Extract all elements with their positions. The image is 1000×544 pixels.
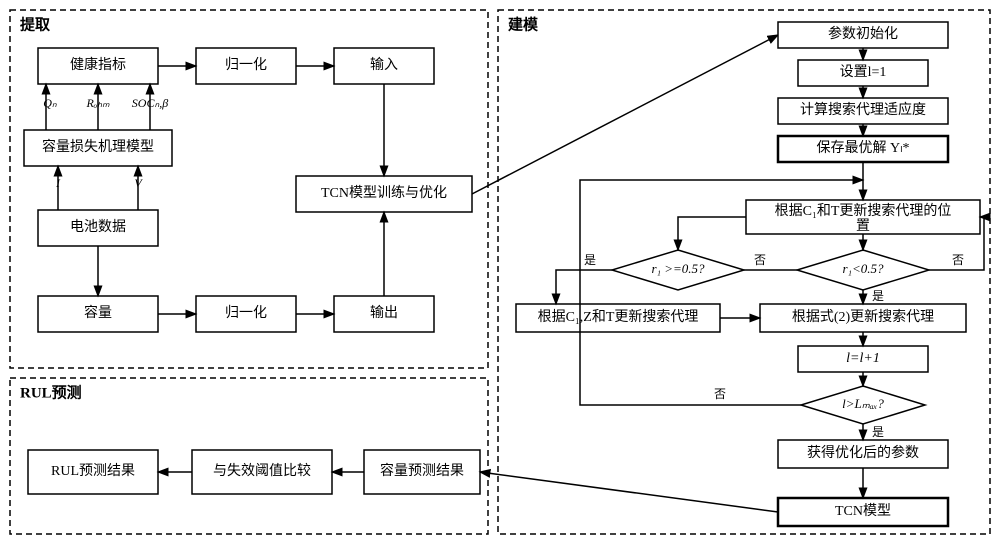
edge-tcnmodel-cappred <box>480 472 778 512</box>
node-tcn-train: TCN模型训练与优化 <box>296 176 472 212</box>
node-rul-cap-pred: 容量预测结果 <box>364 450 480 494</box>
svg-text:RUL预测结果: RUL预测结果 <box>51 463 135 479</box>
label-dr-no: 否 <box>952 253 964 267</box>
node-rul-compare: 与失效阈值比较 <box>192 450 332 494</box>
node-caploss: 容量损失机理模型 <box>24 130 172 166</box>
node-diamond-left: r₁ >=0.5? <box>612 250 744 290</box>
node-health: 健康指标 <box>38 48 158 84</box>
node-battery: 电池数据 <box>38 210 158 246</box>
edge-upd-dl <box>678 217 746 250</box>
node-diamond-right: r₁<0.5? <box>797 250 929 290</box>
label-dl-yes: 是 <box>584 253 596 267</box>
node-upd-right: 根据式(2)更新搜索代理 <box>760 304 966 332</box>
edge-tcn-init <box>472 35 778 194</box>
svg-text:设置l=1: 设置l=1 <box>840 64 887 80</box>
svg-text:根据C₁,Z和T更新搜索代理: 根据C₁,Z和T更新搜索代理 <box>538 308 699 325</box>
svg-text:TCN模型训练与优化: TCN模型训练与优化 <box>321 185 447 201</box>
svg-text:电池数据: 电池数据 <box>70 219 126 235</box>
panel-extract-title: 提取 <box>20 16 51 33</box>
label-dlmax-no: 否 <box>714 387 726 401</box>
svg-text:容量: 容量 <box>84 304 112 321</box>
param-v: V <box>134 176 143 190</box>
svg-text:r₁ >=0.5?: r₁ >=0.5? <box>651 261 705 276</box>
svg-text:根据式(2)更新搜索代理: 根据式(2)更新搜索代理 <box>792 308 934 325</box>
svg-text:获得优化后的参数: 获得优化后的参数 <box>807 444 919 461</box>
node-norm1: 归一化 <box>196 48 296 84</box>
node-got-param: 获得优化后的参数 <box>778 440 948 468</box>
node-upd-left: 根据C₁,Z和T更新搜索代理 <box>516 304 720 332</box>
svg-text:输出: 输出 <box>370 305 398 321</box>
node-init: 参数初始化 <box>778 22 948 48</box>
node-save-best: 保存最优解 Yₗ* <box>778 136 948 162</box>
label-dlmax-yes: 是 <box>872 425 884 439</box>
node-input: 输入 <box>334 48 434 84</box>
edge-dl-yes <box>556 270 612 304</box>
svg-text:根据C₁和T更新搜索代理的位: 根据C₁和T更新搜索代理的位 <box>775 202 952 219</box>
svg-text:r₁<0.5?: r₁<0.5? <box>842 261 884 276</box>
label-dr-yes: 是 <box>872 289 884 303</box>
svg-text:保存最优解 Yₗ*: 保存最优解 Yₗ* <box>817 140 910 156</box>
node-output: 输出 <box>334 296 434 332</box>
svg-text:输入: 输入 <box>370 57 398 73</box>
svg-text:容量损失机理模型: 容量损失机理模型 <box>42 138 154 155</box>
panel-rul-title: RUL预测 <box>20 383 82 401</box>
svg-text:归一化: 归一化 <box>225 56 267 73</box>
svg-text:参数初始化: 参数初始化 <box>828 25 898 42</box>
node-diamond-lmax: l>Lₘₐₓ? <box>801 386 925 424</box>
svg-text:归一化: 归一化 <box>225 304 267 321</box>
diagram-canvas: 提取 RUL预测 建模 健康指标 归一化 输入 容量损失机理模型 TCN模型训练… <box>0 0 1000 544</box>
svg-text:l>Lₘₐₓ?: l>Lₘₐₓ? <box>842 396 884 411</box>
node-norm2: 归一化 <box>196 296 296 332</box>
node-l-inc: l=l+1 <box>798 346 928 372</box>
panel-model-title: 建模 <box>508 15 539 33</box>
node-rul-result: RUL预测结果 <box>28 450 158 494</box>
svg-text:置: 置 <box>856 218 870 234</box>
svg-text:与失效阈值比较: 与失效阈值比较 <box>213 463 311 479</box>
node-fitness: 计算搜索代理适应度 <box>778 98 948 124</box>
svg-text:TCN模型: TCN模型 <box>835 503 891 519</box>
node-set-l: 设置l=1 <box>798 60 928 86</box>
svg-text:计算搜索代理适应度: 计算搜索代理适应度 <box>800 101 926 118</box>
node-tcn-model: TCN模型 <box>778 498 948 526</box>
svg-text:l=l+1: l=l+1 <box>846 351 880 366</box>
node-capacity: 容量 <box>38 296 158 332</box>
label-dl-no: 否 <box>754 253 766 267</box>
svg-text:容量预测结果: 容量预测结果 <box>380 462 464 479</box>
node-update-pos: 根据C₁和T更新搜索代理的位 置 <box>746 200 980 234</box>
svg-text:健康指标: 健康指标 <box>70 56 126 73</box>
